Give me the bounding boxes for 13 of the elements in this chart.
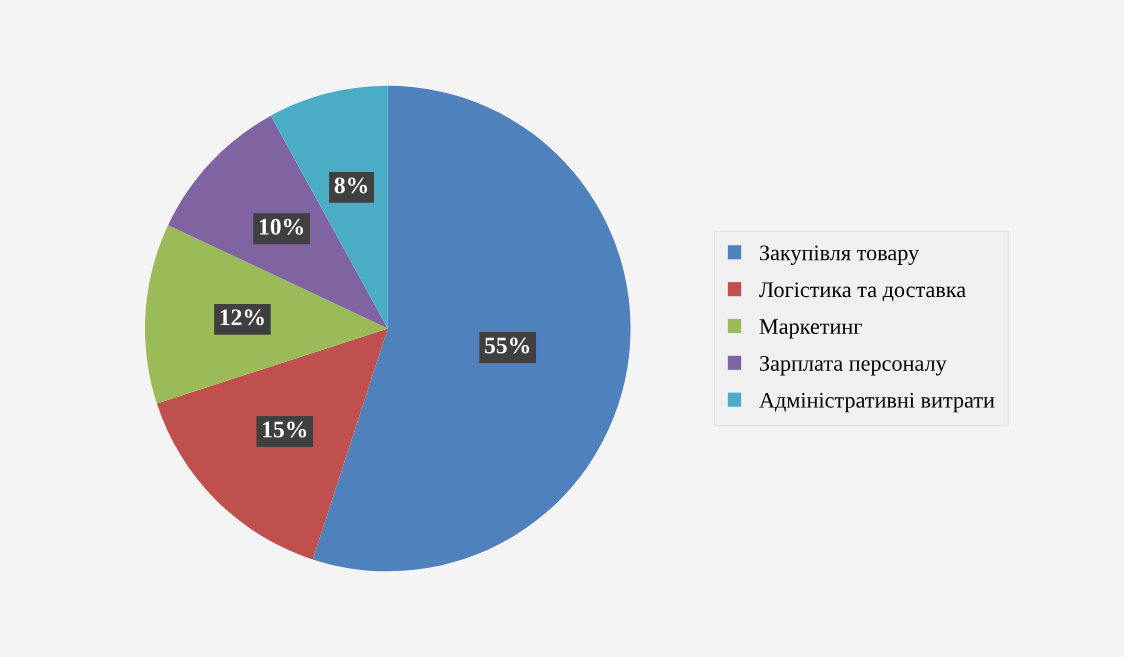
legend-label: Зарплата персоналу bbox=[760, 355, 947, 376]
legend-label: Закупівля товару bbox=[760, 245, 920, 265]
data-label: 15% bbox=[263, 421, 307, 438]
legend-label: Логістика та доставка bbox=[759, 282, 966, 302]
legend-label: Маркетинг bbox=[759, 319, 862, 339]
pie-slice bbox=[156, 328, 388, 560]
data-label: 10% bbox=[259, 218, 303, 235]
data-label: 12% bbox=[220, 309, 264, 326]
data-label: 8% bbox=[334, 177, 368, 194]
legend-label: Адміністративні витрати bbox=[759, 392, 995, 413]
data-label: 55% bbox=[485, 337, 530, 354]
pie-slice bbox=[168, 115, 388, 329]
pie-slice bbox=[312, 85, 631, 572]
